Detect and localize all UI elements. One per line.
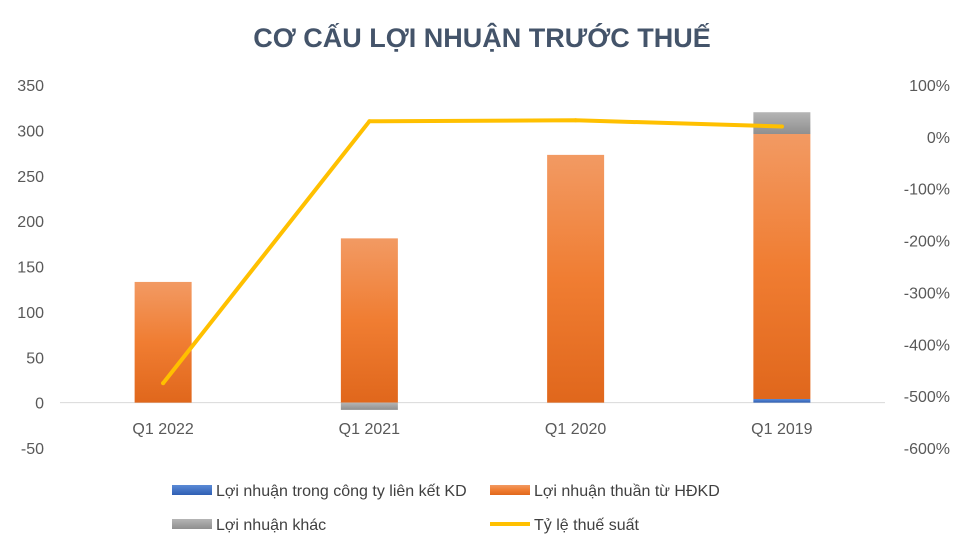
category-label: Q1 2021 — [339, 421, 400, 438]
bar-segment — [753, 112, 811, 135]
right-tick-label: -500% — [904, 389, 950, 406]
left-tick-label: 150 — [17, 260, 44, 277]
right-tick-label: 0% — [927, 130, 950, 147]
bar-segment — [547, 154, 605, 403]
bar-segment — [753, 134, 811, 399]
bar-segment — [340, 402, 398, 410]
legend-swatch — [490, 485, 530, 495]
right-tick-label: -100% — [904, 182, 950, 199]
left-tick-label: 300 — [17, 123, 44, 140]
bar-segment — [340, 238, 398, 403]
line-point — [573, 118, 578, 123]
line-point — [161, 381, 166, 386]
left-tick-label: -50 — [21, 441, 44, 458]
legend-label: Lợi nhuận thuần từ HĐKD — [534, 483, 720, 500]
left-tick-label: 200 — [17, 214, 44, 231]
line-point — [779, 124, 784, 129]
legend-swatch — [172, 519, 212, 529]
left-axis: 350 300 250 200 150 100 50 0 -50 — [17, 78, 44, 458]
line-point — [367, 119, 372, 124]
left-tick-label: 250 — [17, 169, 44, 186]
chart-title: CƠ CẤU LỢI NHUẬN TRƯỚC THUẾ — [253, 22, 710, 53]
legend-label: Lợi nhuận khác — [216, 517, 326, 534]
left-tick-label: 100 — [17, 305, 44, 322]
line-path — [161, 118, 784, 386]
legend-label: Tỷ lệ thuế suất — [534, 517, 640, 534]
right-tick-label: -200% — [904, 234, 950, 251]
left-tick-label: 0 — [35, 396, 44, 413]
legend: Lợi nhuận trong công ty liên kết KD Lợi n… — [172, 483, 720, 534]
right-tick-label: -400% — [904, 337, 950, 354]
right-tick-label: 100% — [909, 78, 950, 95]
category-label: Q1 2019 — [751, 421, 812, 438]
bar-series — [134, 112, 811, 410]
left-tick-label: 350 — [17, 78, 44, 95]
category-label: Q1 2022 — [132, 421, 193, 438]
line-series — [161, 118, 784, 386]
right-tick-label: -300% — [904, 285, 950, 302]
legend-swatch — [172, 485, 212, 495]
legend-label: Lợi nhuận trong công ty liên kết KD — [216, 483, 467, 500]
left-tick-label: 50 — [26, 350, 44, 367]
x-axis: Q1 2022 Q1 2021 Q1 2020 Q1 2019 — [60, 402, 885, 438]
right-axis: 100% 0% -100% -200% -300% -400% -500% -600% — [904, 78, 950, 458]
right-tick-label: -600% — [904, 441, 950, 458]
bar-segment — [753, 398, 811, 403]
category-label: Q1 2020 — [545, 421, 606, 438]
